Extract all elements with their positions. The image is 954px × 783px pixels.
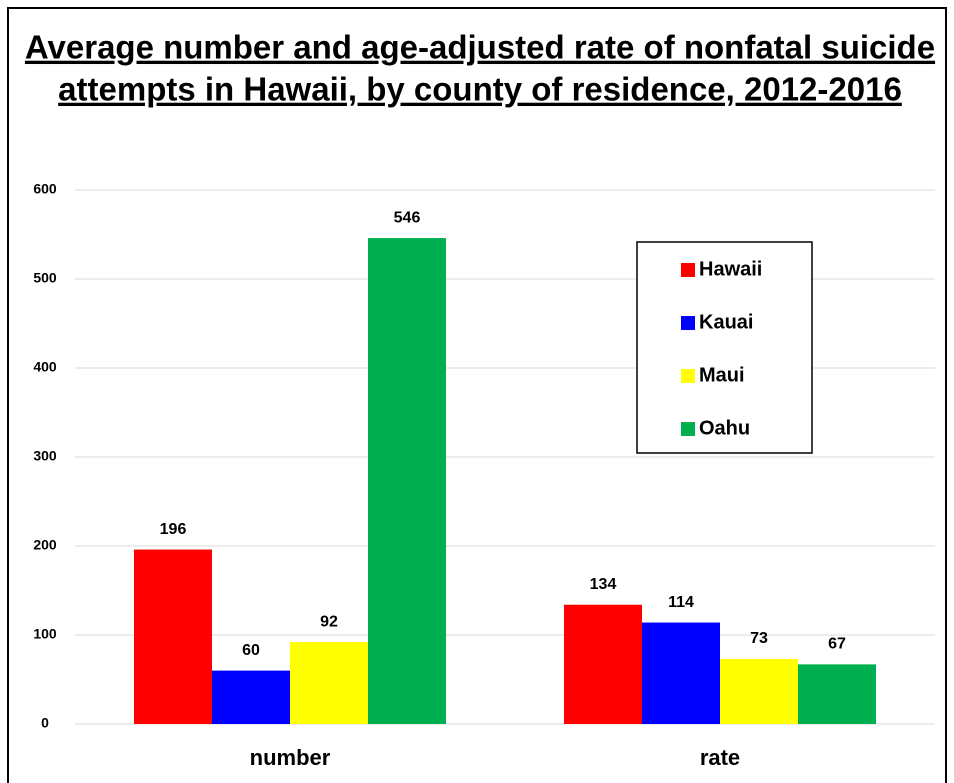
x-tick-label: number <box>250 745 331 770</box>
bar <box>368 238 446 724</box>
chart-title: attempts in Hawaii, by county of residen… <box>58 71 902 108</box>
y-tick-label: 600 <box>33 181 57 197</box>
legend-label: Oahu <box>699 417 750 439</box>
data-label: 134 <box>590 576 617 593</box>
data-label: 73 <box>750 630 768 647</box>
legend-box <box>636 241 813 454</box>
legend-swatch <box>681 369 695 383</box>
legend-label: Kauai <box>699 311 753 333</box>
y-tick-label: 0 <box>41 715 49 731</box>
y-tick-label: 400 <box>33 359 57 375</box>
bar <box>798 664 876 724</box>
legend-swatch <box>681 316 695 330</box>
y-tick-label: 500 <box>33 270 57 286</box>
y-tick-label: 100 <box>33 626 57 642</box>
bar <box>642 622 720 724</box>
data-label: 196 <box>160 521 187 538</box>
bar <box>134 549 212 724</box>
data-label: 60 <box>242 642 260 659</box>
bar <box>212 670 290 724</box>
legend-label: Maui <box>699 364 745 386</box>
y-tick-label: 200 <box>33 537 57 553</box>
y-tick-label: 300 <box>33 448 57 464</box>
frame <box>7 7 947 783</box>
data-label: 67 <box>828 636 846 653</box>
data-label: 114 <box>668 594 694 611</box>
legend-swatch <box>681 263 695 277</box>
bar <box>290 642 368 724</box>
bar <box>720 659 798 724</box>
chart-title: Average number and age-adjusted rate of … <box>25 29 935 66</box>
data-label: 546 <box>394 209 421 226</box>
data-label: 92 <box>320 613 338 630</box>
legend-label: Hawaii <box>699 258 762 280</box>
bar <box>564 604 642 724</box>
x-tick-label: rate <box>700 745 740 770</box>
legend-swatch <box>681 422 695 436</box>
